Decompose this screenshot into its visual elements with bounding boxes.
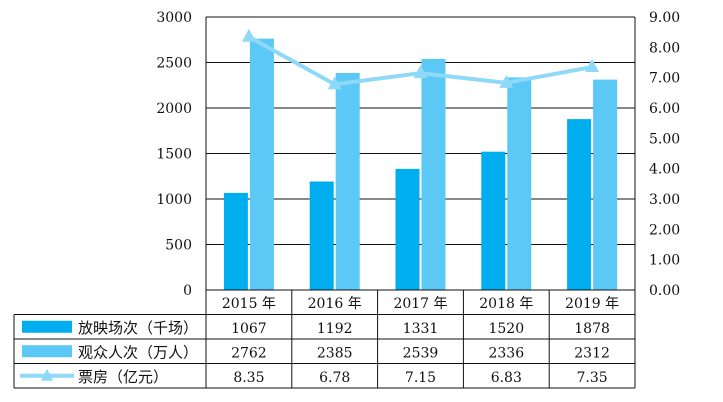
box-office-marker	[499, 74, 514, 88]
legend-label: 票房（亿元）	[78, 368, 168, 386]
right-tick-label: 8.00	[649, 40, 680, 56]
table-cell: 7.15	[405, 370, 436, 386]
table-cell: 1878	[574, 321, 610, 337]
table-cell: 1520	[488, 321, 524, 337]
category-label: 2016 年	[308, 296, 362, 312]
left-tick-label: 500	[165, 238, 192, 254]
right-tick-label: 1.00	[649, 253, 680, 269]
table-cell: 8.35	[233, 370, 264, 386]
left-tick-label: 1000	[156, 192, 192, 208]
left-tick-label: 0	[183, 283, 192, 299]
legend-label: 放映场次（千场）	[78, 319, 198, 337]
legend-label: 观众人次（万人）	[78, 343, 198, 361]
table-cell: 2539	[403, 345, 439, 361]
right-tick-label: 3.00	[649, 192, 680, 208]
bar-screenings	[567, 119, 592, 291]
category-label: 2018 年	[479, 296, 533, 312]
bar-audience	[249, 38, 274, 290]
category-label: 2019 年	[565, 296, 619, 312]
right-tick-label: 6.00	[649, 101, 680, 117]
bar-screenings	[395, 168, 420, 290]
left-tick-label: 2000	[156, 101, 192, 117]
right-axis-ticks: 0.00 1.00 2.00 3.00 4.00 5.00 6.00 7.00 8.00 9.00	[649, 10, 680, 299]
table-cell: 2336	[488, 345, 524, 361]
line-series	[241, 28, 600, 90]
table-cell: 1331	[403, 321, 439, 337]
bar-series	[223, 38, 618, 291]
left-tick-label: 2500	[156, 56, 192, 72]
right-tick-label: 7.00	[649, 71, 680, 87]
right-tick-label: 0.00	[649, 283, 680, 299]
right-tick-label: 9.00	[649, 10, 680, 26]
legend-marker	[41, 368, 53, 381]
right-tick-label: 2.00	[649, 222, 680, 238]
left-tick-label: 3000	[156, 10, 192, 26]
bar-audience	[421, 58, 446, 290]
table-cell: 2312	[574, 345, 610, 361]
bar-screenings	[309, 181, 334, 290]
right-tick-label: 5.00	[649, 131, 680, 147]
box-office-marker	[585, 59, 600, 73]
box-office-marker	[241, 28, 256, 42]
left-tick-label: 1500	[156, 147, 192, 163]
box-office-marker	[413, 65, 428, 79]
bar-audience	[335, 72, 360, 290]
table-cell: 6.78	[319, 370, 350, 386]
table-cell: 2385	[317, 345, 353, 361]
legend-swatch	[22, 320, 72, 333]
table-cell: 6.83	[491, 370, 522, 386]
bar-audience	[507, 77, 532, 290]
table-cell: 1192	[317, 321, 353, 337]
bar-screenings	[481, 151, 506, 290]
axes	[205, 17, 636, 291]
bar-audience	[593, 79, 618, 290]
gridlines	[206, 16, 635, 245]
bar-screenings	[223, 192, 248, 290]
right-tick-label: 4.00	[649, 162, 680, 178]
legend-swatch	[22, 345, 72, 358]
category-label: 2015 年	[222, 296, 276, 312]
table-cell: 2762	[231, 345, 267, 361]
table-cell: 1067	[231, 321, 267, 337]
table-cell: 7.35	[577, 370, 608, 386]
category-label: 2017 年	[393, 296, 447, 312]
box-office-marker	[327, 76, 342, 90]
left-axis-ticks: 0 500 1000 1500 2000 2500 3000	[156, 10, 192, 299]
